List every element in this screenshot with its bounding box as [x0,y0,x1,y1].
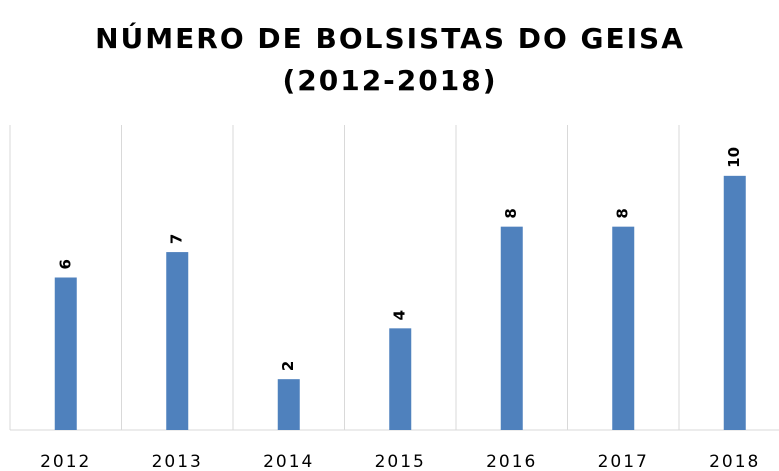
data-label: 2 [279,361,297,371]
x-tick-label: 2017 [598,452,649,471]
data-label: 7 [168,234,186,244]
x-tick-label: 2016 [486,452,537,471]
x-tick-label: 2014 [263,452,314,471]
bar [612,226,635,430]
data-label: 8 [614,208,632,218]
data-label: 8 [502,208,520,218]
bar [723,175,746,430]
data-label: 4 [391,310,409,320]
bar [389,328,412,430]
bar [54,277,77,430]
data-label: 6 [56,259,74,269]
chart-title: NÚMERO DE BOLSISTAS DO GEISA [95,21,685,55]
data-label: 10 [725,147,743,168]
x-tick-label: 2015 [375,452,426,471]
bar [277,379,300,430]
chart-title: (2012-2018) [282,64,497,97]
x-tick-label: 2013 [152,452,203,471]
bar [166,252,189,430]
x-tick-label: 2012 [40,452,91,471]
bar [500,226,523,430]
x-tick-label: 2018 [709,452,760,471]
